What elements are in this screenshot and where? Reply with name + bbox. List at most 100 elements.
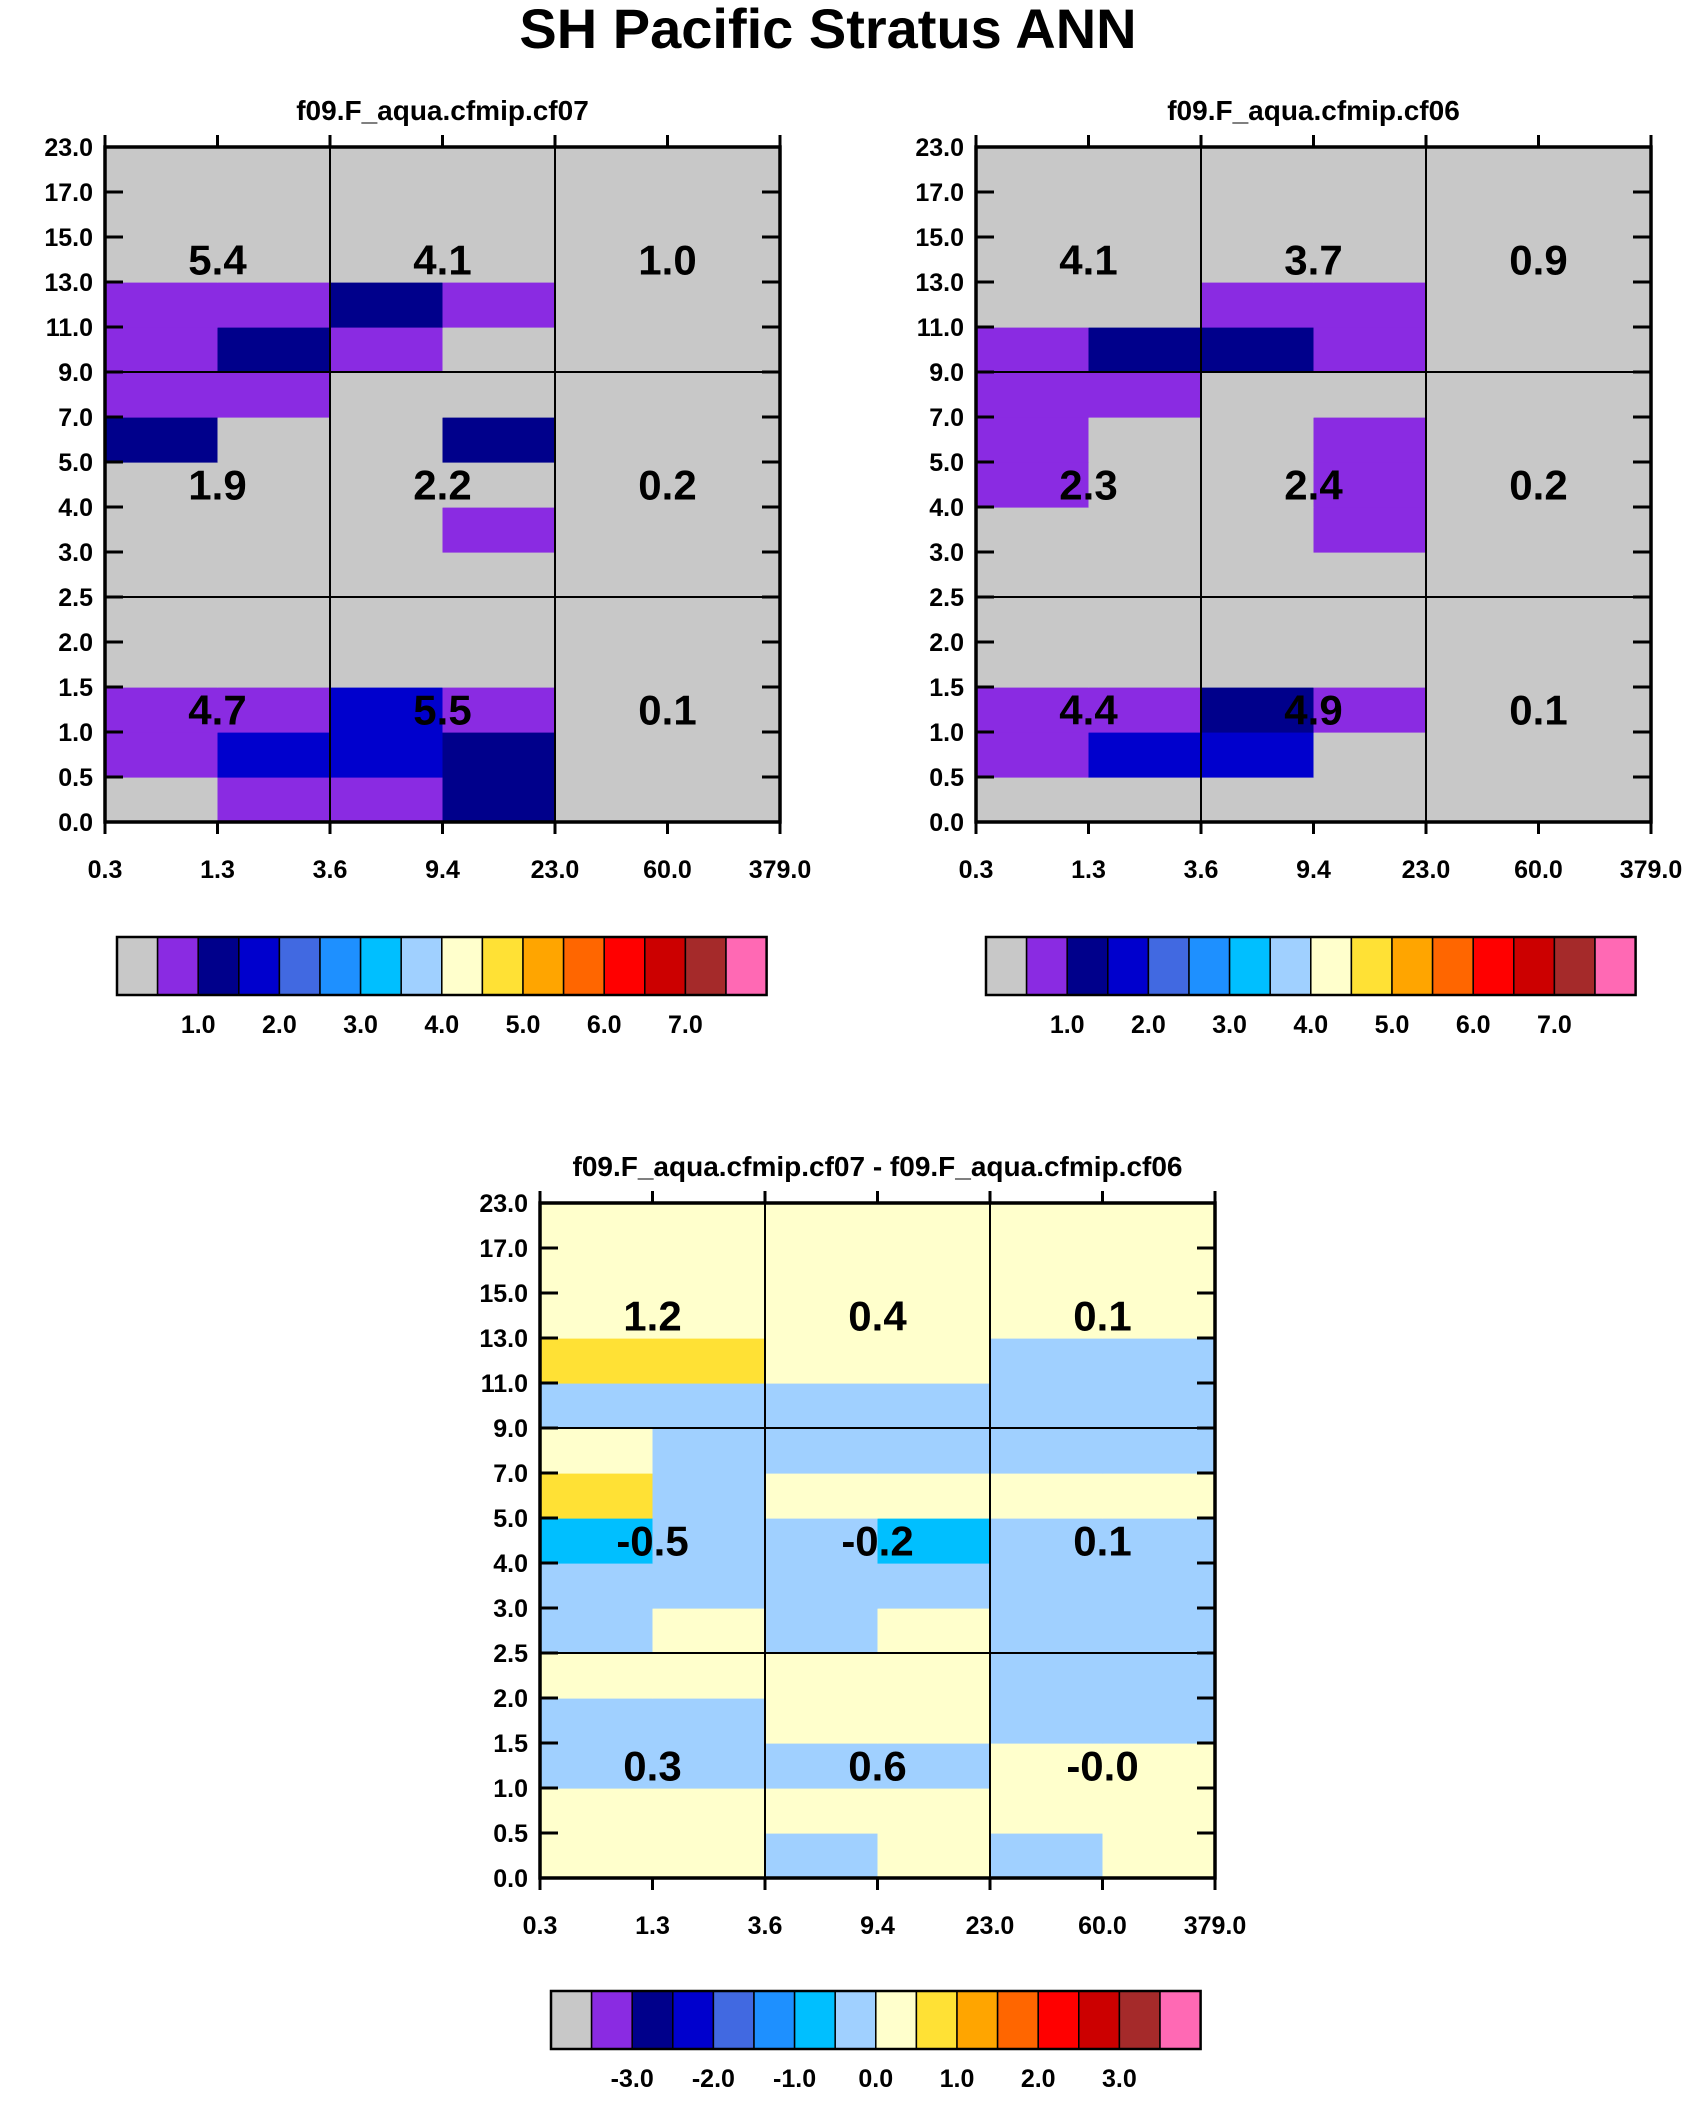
box-total-label: 0.1 [1073,1518,1131,1565]
colorbar-label: 6.0 [587,1011,622,1039]
heatmap-cell [217,732,331,778]
heatmap-cell [1102,1203,1216,1249]
colorbar-swatch [644,936,687,996]
heatmap-cell [1088,282,1202,328]
heatmap-cell [1201,147,1315,193]
heatmap-cell [652,1518,766,1564]
heatmap-cell [1201,282,1315,328]
heatmap-cell [765,1428,879,1474]
y-tick-label: 17.0 [479,1235,528,1263]
heatmap-cell [1426,732,1540,778]
y-tick-label: 0.5 [929,764,964,792]
heatmap-cell [1313,462,1427,508]
heatmap-cell [1201,507,1315,553]
colorbar-swatch [562,936,605,996]
heatmap-cell [652,1563,766,1609]
heatmap-cell [1313,777,1427,823]
y-tick-label: 9.0 [58,359,93,387]
heatmap-cell [877,1788,991,1834]
y-tick-label: 0.0 [929,809,964,837]
heatmap-cell [1426,777,1540,823]
heatmap-cell [1088,327,1202,373]
box-total-label: 2.3 [1059,462,1117,509]
box-total-label: 1.9 [188,462,246,509]
heatmap-cell [330,417,444,463]
heatmap-cell [217,237,331,283]
heatmap-cell [976,507,1090,553]
heatmap-cell [1313,282,1427,328]
heatmap-cell [442,147,556,193]
y-tick-label: 2.0 [929,629,964,657]
heatmap-cell [105,192,219,238]
heatmap-cell [1201,732,1315,778]
y-tick-label: 13.0 [479,1325,528,1353]
heatmap-cell [652,1653,766,1699]
y-tick-label: 2.0 [493,1685,528,1713]
heatmap-cell [1538,192,1652,238]
x-tick-label: 1.3 [1071,856,1106,884]
heatmap-cell [990,1563,1104,1609]
box-total-label: -0.0 [1066,1743,1138,1790]
colorbar-label: 3.0 [343,1011,378,1039]
heatmap-cell [976,777,1090,823]
panel-title: f09.F_aqua.cfmip.cf07 [296,95,589,126]
heatmap-cell [540,1248,654,1294]
heatmap-cell [105,417,219,463]
heatmap-cell [555,462,669,508]
heatmap-cell [652,1383,766,1429]
x-tick-label: 1.3 [635,1912,670,1940]
box-total-label: 2.4 [1284,462,1343,509]
colorbar-swatch [834,1990,877,2050]
heatmap-cell [330,732,444,778]
heatmap-cell [330,597,444,643]
colorbar-frame [115,935,768,997]
x-tick-label: 0.3 [88,856,123,884]
colorbar-swatch [793,1990,836,2050]
heatmap-cell [1313,147,1427,193]
heatmap-cell [765,1518,879,1564]
heatmap-cell [540,1608,654,1654]
x-tick-label: 379.0 [1184,1912,1247,1940]
heatmap-cell [652,1338,766,1384]
heatmap-cell [1313,552,1427,598]
box-total-label: -0.2 [841,1518,913,1565]
heatmap-cell [667,372,781,418]
heatmap-cell [667,147,781,193]
heatmap-cells [105,147,781,823]
colorbar-swatch [156,936,199,996]
y-tick-label: 1.5 [58,674,93,702]
heatmap-cell [765,1788,879,1834]
heatmap-cell [1426,192,1540,238]
heatmap-cell [105,687,219,733]
colorbar-swatch [956,1990,999,2050]
heatmap-cell [555,552,669,598]
x-tick-label: 9.4 [1296,856,1331,884]
x-tick-label: 379.0 [749,856,812,884]
heatmap-cell [1102,1698,1216,1744]
y-tick-label: 9.0 [493,1415,528,1443]
heatmap-cell [1538,732,1652,778]
box-total-label: 0.1 [1509,687,1567,734]
box-total-label: 0.4 [848,1293,907,1340]
box-total-label: 0.1 [1073,1293,1131,1340]
heatmap-cell [667,507,781,553]
heatmap-cell [667,192,781,238]
y-tick-label: 5.0 [493,1505,528,1533]
colorbar-swatch [712,1990,755,2050]
heatmap-cell [1102,1293,1216,1339]
colorbar-swatch [1066,936,1109,996]
heatmap-cell [555,282,669,328]
figure-title: SH Pacific Stratus ANN [519,0,1136,60]
x-tick-label: 0.3 [959,856,994,884]
colorbar-label: 2.0 [262,1011,297,1039]
heatmap-cell [652,1833,766,1879]
heatmap-cell [217,417,331,463]
box-total-label: 4.4 [1059,687,1118,734]
heatmap-cell [555,417,669,463]
y-tick-label: 3.0 [493,1595,528,1623]
panel-3: f09.F_aqua.cfmip.cf07 - f09.F_aqua.cfmip… [479,1151,1246,2093]
heatmap-cell [990,1698,1104,1744]
heatmap-cell [217,192,331,238]
colorbar-swatch [1269,936,1312,996]
heatmap-cell [540,1473,654,1519]
